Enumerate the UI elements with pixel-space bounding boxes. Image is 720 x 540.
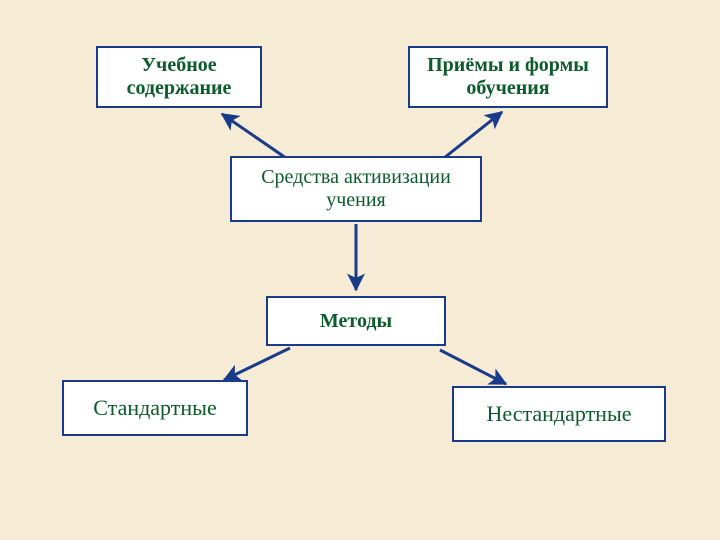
node-content: Учебное содержание — [96, 46, 262, 108]
node-activation: Средства активизации учения — [230, 156, 482, 222]
node-methods-label: Методы — [320, 310, 392, 333]
node-content-label: Учебное содержание — [102, 54, 256, 100]
node-nonstandard: Нестандартные — [452, 386, 666, 442]
node-standard: Стандартные — [62, 380, 248, 436]
node-nonstandard-label: Нестандартные — [487, 401, 632, 426]
node-methods: Методы — [266, 296, 446, 346]
node-standard-label: Стандартные — [93, 395, 216, 420]
node-activation-label: Средства активизации учения — [236, 166, 476, 212]
node-methods-forms-label: Приёмы и формы обучения — [414, 54, 602, 100]
node-methods-forms: Приёмы и формы обучения — [408, 46, 608, 108]
